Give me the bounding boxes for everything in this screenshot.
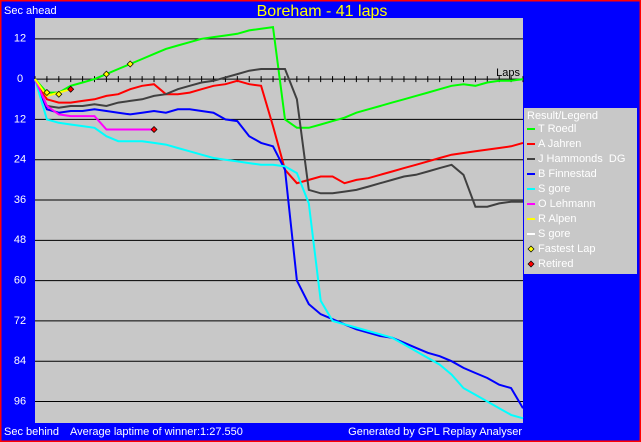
legend-label: O Lehmann: [538, 198, 595, 210]
x-label: Laps: [496, 67, 520, 79]
series-line: [34, 78, 524, 420]
legend-marker: [527, 245, 535, 253]
legend-title: Result/Legend: [527, 110, 598, 122]
legend-label: S gore: [538, 183, 570, 195]
y-tick-label: 36: [14, 194, 26, 206]
chart-title: Boreham - 41 laps: [257, 3, 388, 20]
plot-area: [35, 18, 523, 423]
legend-label: R Alpen: [538, 213, 577, 225]
y-tick-label: 60: [14, 275, 26, 287]
y-label: Sec ahead: [4, 5, 57, 17]
credit: Generated by GPL Replay Analyser: [348, 426, 522, 438]
marker: [126, 60, 134, 68]
y-tick-label: 24: [14, 154, 26, 166]
y-tick-label: 84: [14, 355, 26, 367]
legend-label: Fastest Lap: [538, 243, 595, 255]
series-line: [34, 78, 524, 185]
note: Average laptime of winner:1:27.550: [70, 426, 243, 438]
marker: [67, 85, 75, 93]
series-line: [34, 68, 523, 208]
legend-label: B Finnestad: [538, 168, 597, 180]
marker: [43, 89, 51, 97]
series-line: [34, 25, 524, 129]
y-tick-label: 72: [14, 315, 26, 327]
legend-label: J Hammonds DG: [538, 153, 625, 165]
y-tick-label: 96: [14, 395, 26, 407]
legend-marker: [527, 260, 535, 268]
legend-box: [524, 108, 637, 274]
legend-label: A Jahren: [538, 138, 581, 150]
series-line: [34, 78, 154, 131]
y-tick-label: 0: [17, 73, 23, 85]
legend-label: T Roedl: [538, 123, 576, 135]
marker: [102, 70, 110, 78]
marker: [150, 125, 158, 133]
y-label-bottom: Sec behind: [4, 426, 59, 438]
legend-label: Retired: [538, 258, 573, 270]
y-tick-label: 12: [14, 113, 26, 125]
y-tick-label: 48: [14, 234, 26, 246]
marker: [55, 90, 63, 98]
y-tick-label: 12: [14, 33, 26, 45]
series-line: [34, 78, 71, 98]
legend-label: S gore: [538, 228, 570, 240]
series-line: [34, 78, 524, 409]
